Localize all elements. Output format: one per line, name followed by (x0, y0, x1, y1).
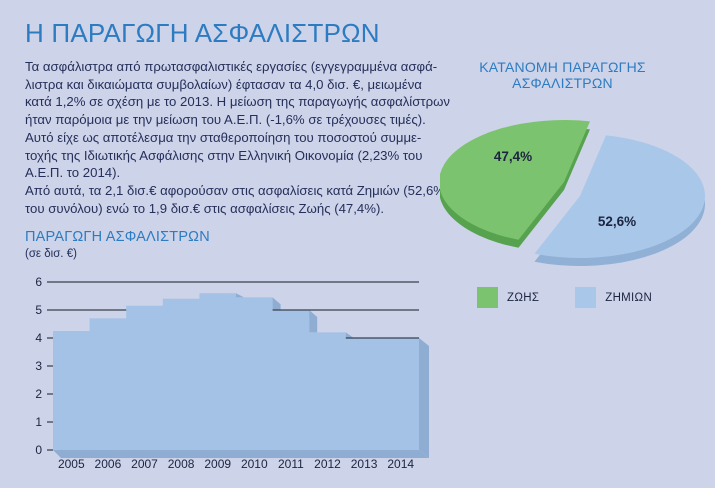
y-axis-label: 3 (35, 359, 42, 373)
area-shape (53, 293, 419, 450)
y-axis-label: 5 (35, 303, 42, 317)
pie-slice-ΖΗΜΙΩΝ (534, 135, 705, 258)
pie-chart-title: ΚΑΤΑΝΟΜΗ ΠΑΡΑΓΩΓΗΣ ΑΣΦΑΛΙΣΤΡΩΝ (479, 59, 646, 91)
legend-swatch-zimion (575, 287, 597, 308)
legend-item-zois: ΖΩΗΣ (477, 287, 539, 308)
x-axis-label: 2006 (95, 457, 122, 471)
legend-swatch-zois (477, 287, 498, 308)
legend-item-zimion: ΖΗΜΙΩΝ (575, 287, 652, 308)
y-axis-label: 2 (35, 387, 42, 401)
pie-slice-label-ΖΩΗΣ: 47,4% (494, 149, 532, 164)
page-title: Η ΠΑΡΑΓΩΓΗ ΑΣΦΑΛΙΣΤΡΩΝ (25, 18, 380, 48)
x-axis-label: 2005 (58, 457, 85, 471)
area-right-bevel (419, 338, 429, 458)
y-axis-label: 4 (35, 331, 42, 345)
grid-lines (47, 281, 419, 451)
area-step-bevel (272, 297, 281, 310)
x-axis-label: 2009 (204, 457, 231, 471)
x-axis-label: 2010 (241, 457, 268, 471)
premium-production-area-chart: 0 1 2 3 4 5 6 2005 2006 2007 2008 2009 2010 2011 2012 2… (35, 275, 429, 471)
pie-legend: ΖΩΗΣ ΖΗΜΙΩΝ (477, 287, 652, 308)
y-axis-label: 1 (35, 415, 42, 429)
pie-slice-label-ΖΗΜΙΩΝ: 52,6% (598, 214, 636, 229)
area-step-bevel (345, 332, 354, 338)
intro-paragraph: Τα ασφάλιστρα από πρωτασφαλιστικές εργασ… (25, 59, 450, 216)
y-axis-label: 0 (35, 443, 42, 457)
premium-distribution-pie-chart: 52,6% 47,4% (440, 120, 706, 266)
area-bottom-bevel (53, 450, 429, 458)
x-axis-label: 2011 (278, 457, 304, 471)
x-axis-label: 2014 (387, 457, 414, 471)
area-step-bevel (309, 310, 318, 333)
legend-label-zois: ΖΩΗΣ (507, 291, 540, 304)
x-axis-label: 2007 (131, 457, 158, 471)
legend-label-zimion: ΖΗΜΙΩΝ (605, 291, 653, 304)
y-axis-label: 6 (35, 275, 42, 289)
area-chart-subtitle: (σε δισ. €) (25, 248, 77, 260)
x-axis-label: 2008 (168, 457, 195, 471)
x-axis-label: 2012 (314, 457, 341, 471)
area-chart-title: ΠΑΡΑΓΩΓΗ ΑΣΦΑΛΙΣΤΡΩΝ (25, 229, 210, 245)
area-step-bevel (236, 293, 244, 298)
x-axis-label: 2013 (351, 457, 378, 471)
pie-slice-ΖΩΗΣ (440, 120, 590, 240)
